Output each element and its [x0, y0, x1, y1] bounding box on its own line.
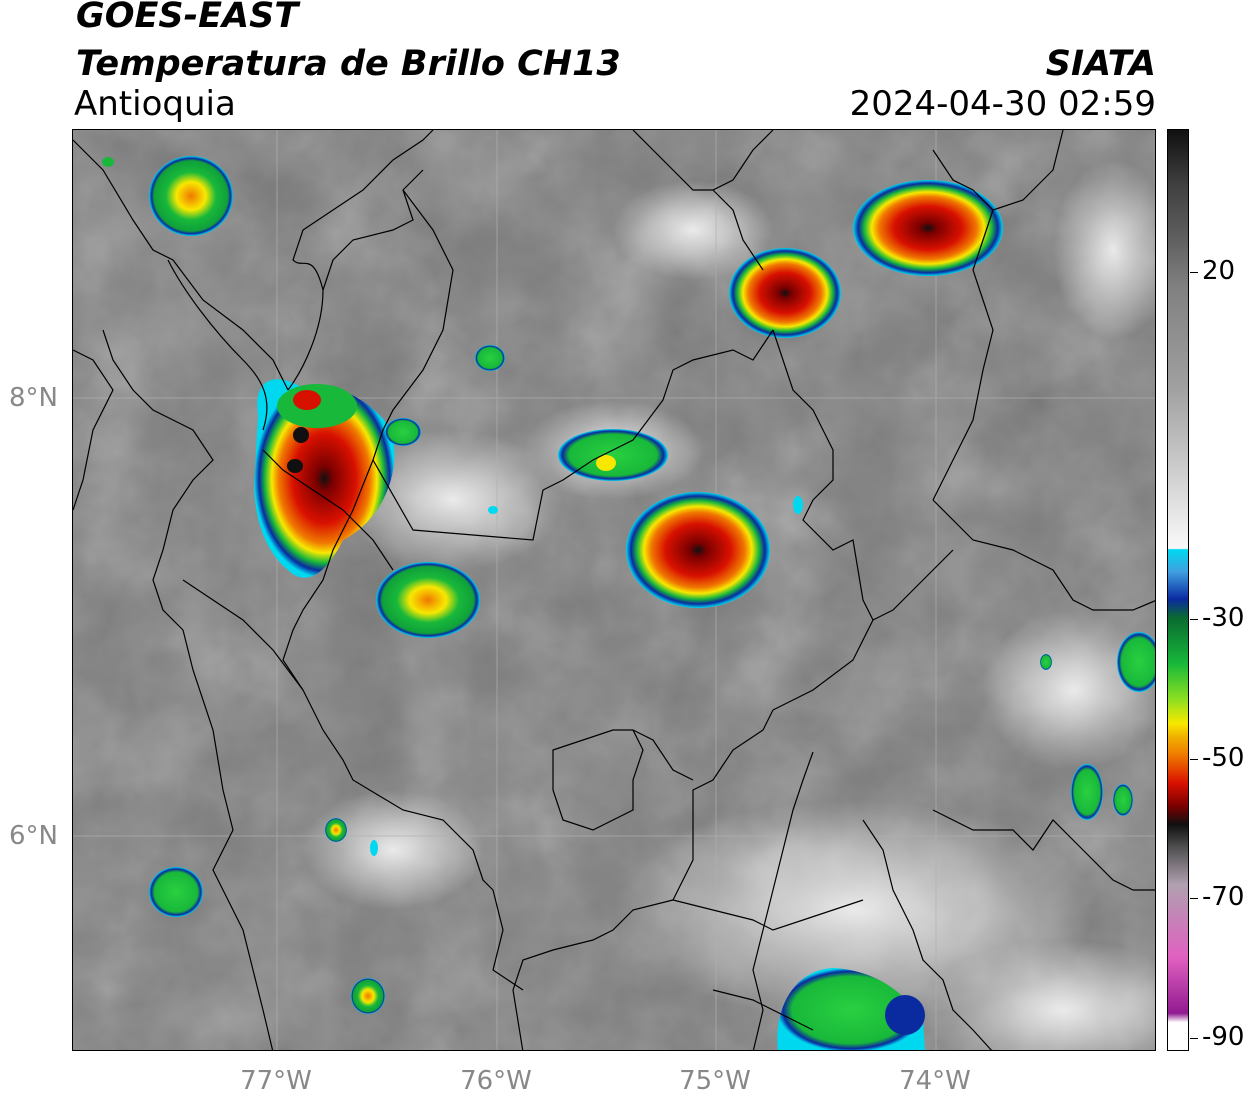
colorbar-label-20: 20: [1202, 256, 1236, 286]
timestamp-label: 2024-04-30 02:59: [849, 84, 1156, 124]
political-boundaries: [73, 130, 1155, 1050]
storm-cell: [1071, 764, 1103, 820]
storm-cell: [626, 492, 770, 608]
lat-label-8n: 8°N: [9, 383, 58, 413]
storm-cell: [149, 867, 203, 917]
storm-cell: [385, 418, 421, 446]
colorbar-label-minus50: -50: [1202, 743, 1245, 773]
lon-label-77w: 77°W: [240, 1066, 312, 1096]
storm-cell: [793, 496, 803, 514]
title-satellite: GOES-EAST: [76, 0, 299, 36]
colorbar-tick: [1190, 619, 1198, 620]
storm-cell: [1113, 784, 1133, 816]
storm-cell: [558, 429, 668, 481]
colorbar-tick: [1190, 272, 1198, 273]
colorbar: [1167, 129, 1189, 1051]
storm-cell: [370, 840, 378, 856]
convective-cells: [102, 156, 1155, 1050]
storm-cell: [254, 379, 395, 578]
storm-cell: [149, 156, 233, 236]
storm-cell: [777, 968, 925, 1050]
colorbar-tick: [1190, 898, 1198, 899]
colorbar-tick: [1190, 1038, 1198, 1039]
bright-clouds: [303, 160, 1155, 1050]
title-product: Temperatura de Brillo CH13: [76, 44, 621, 84]
map-canvas: [73, 130, 1155, 1050]
lat-label-6n: 6°N: [9, 821, 58, 851]
title-region: Antioquia: [74, 84, 236, 124]
lon-label-74w: 74°W: [899, 1066, 971, 1096]
storm-cell: [488, 506, 498, 514]
storm-cell: [1117, 632, 1155, 692]
colorbar-label-minus30: -30: [1202, 603, 1245, 633]
satellite-map[interactable]: [72, 129, 1156, 1051]
storm-cell: [1040, 654, 1052, 670]
lat-lon-grid: [73, 130, 1155, 1050]
colorbar-label-minus70: -70: [1202, 882, 1245, 912]
lon-label-75w: 75°W: [679, 1066, 751, 1096]
storm-cell: [729, 248, 841, 338]
storm-cell: [325, 818, 347, 842]
storm-cell: [102, 157, 114, 167]
colorbar-tick: [1190, 759, 1198, 760]
organization-label: SIATA: [1045, 44, 1156, 84]
storm-cell: [853, 180, 1003, 276]
colorbar-label-minus90: -90: [1202, 1022, 1245, 1052]
storm-cell: [475, 345, 505, 371]
storm-cell: [376, 562, 480, 638]
lon-label-76w: 76°W: [460, 1066, 532, 1096]
storm-cell: [351, 978, 385, 1014]
